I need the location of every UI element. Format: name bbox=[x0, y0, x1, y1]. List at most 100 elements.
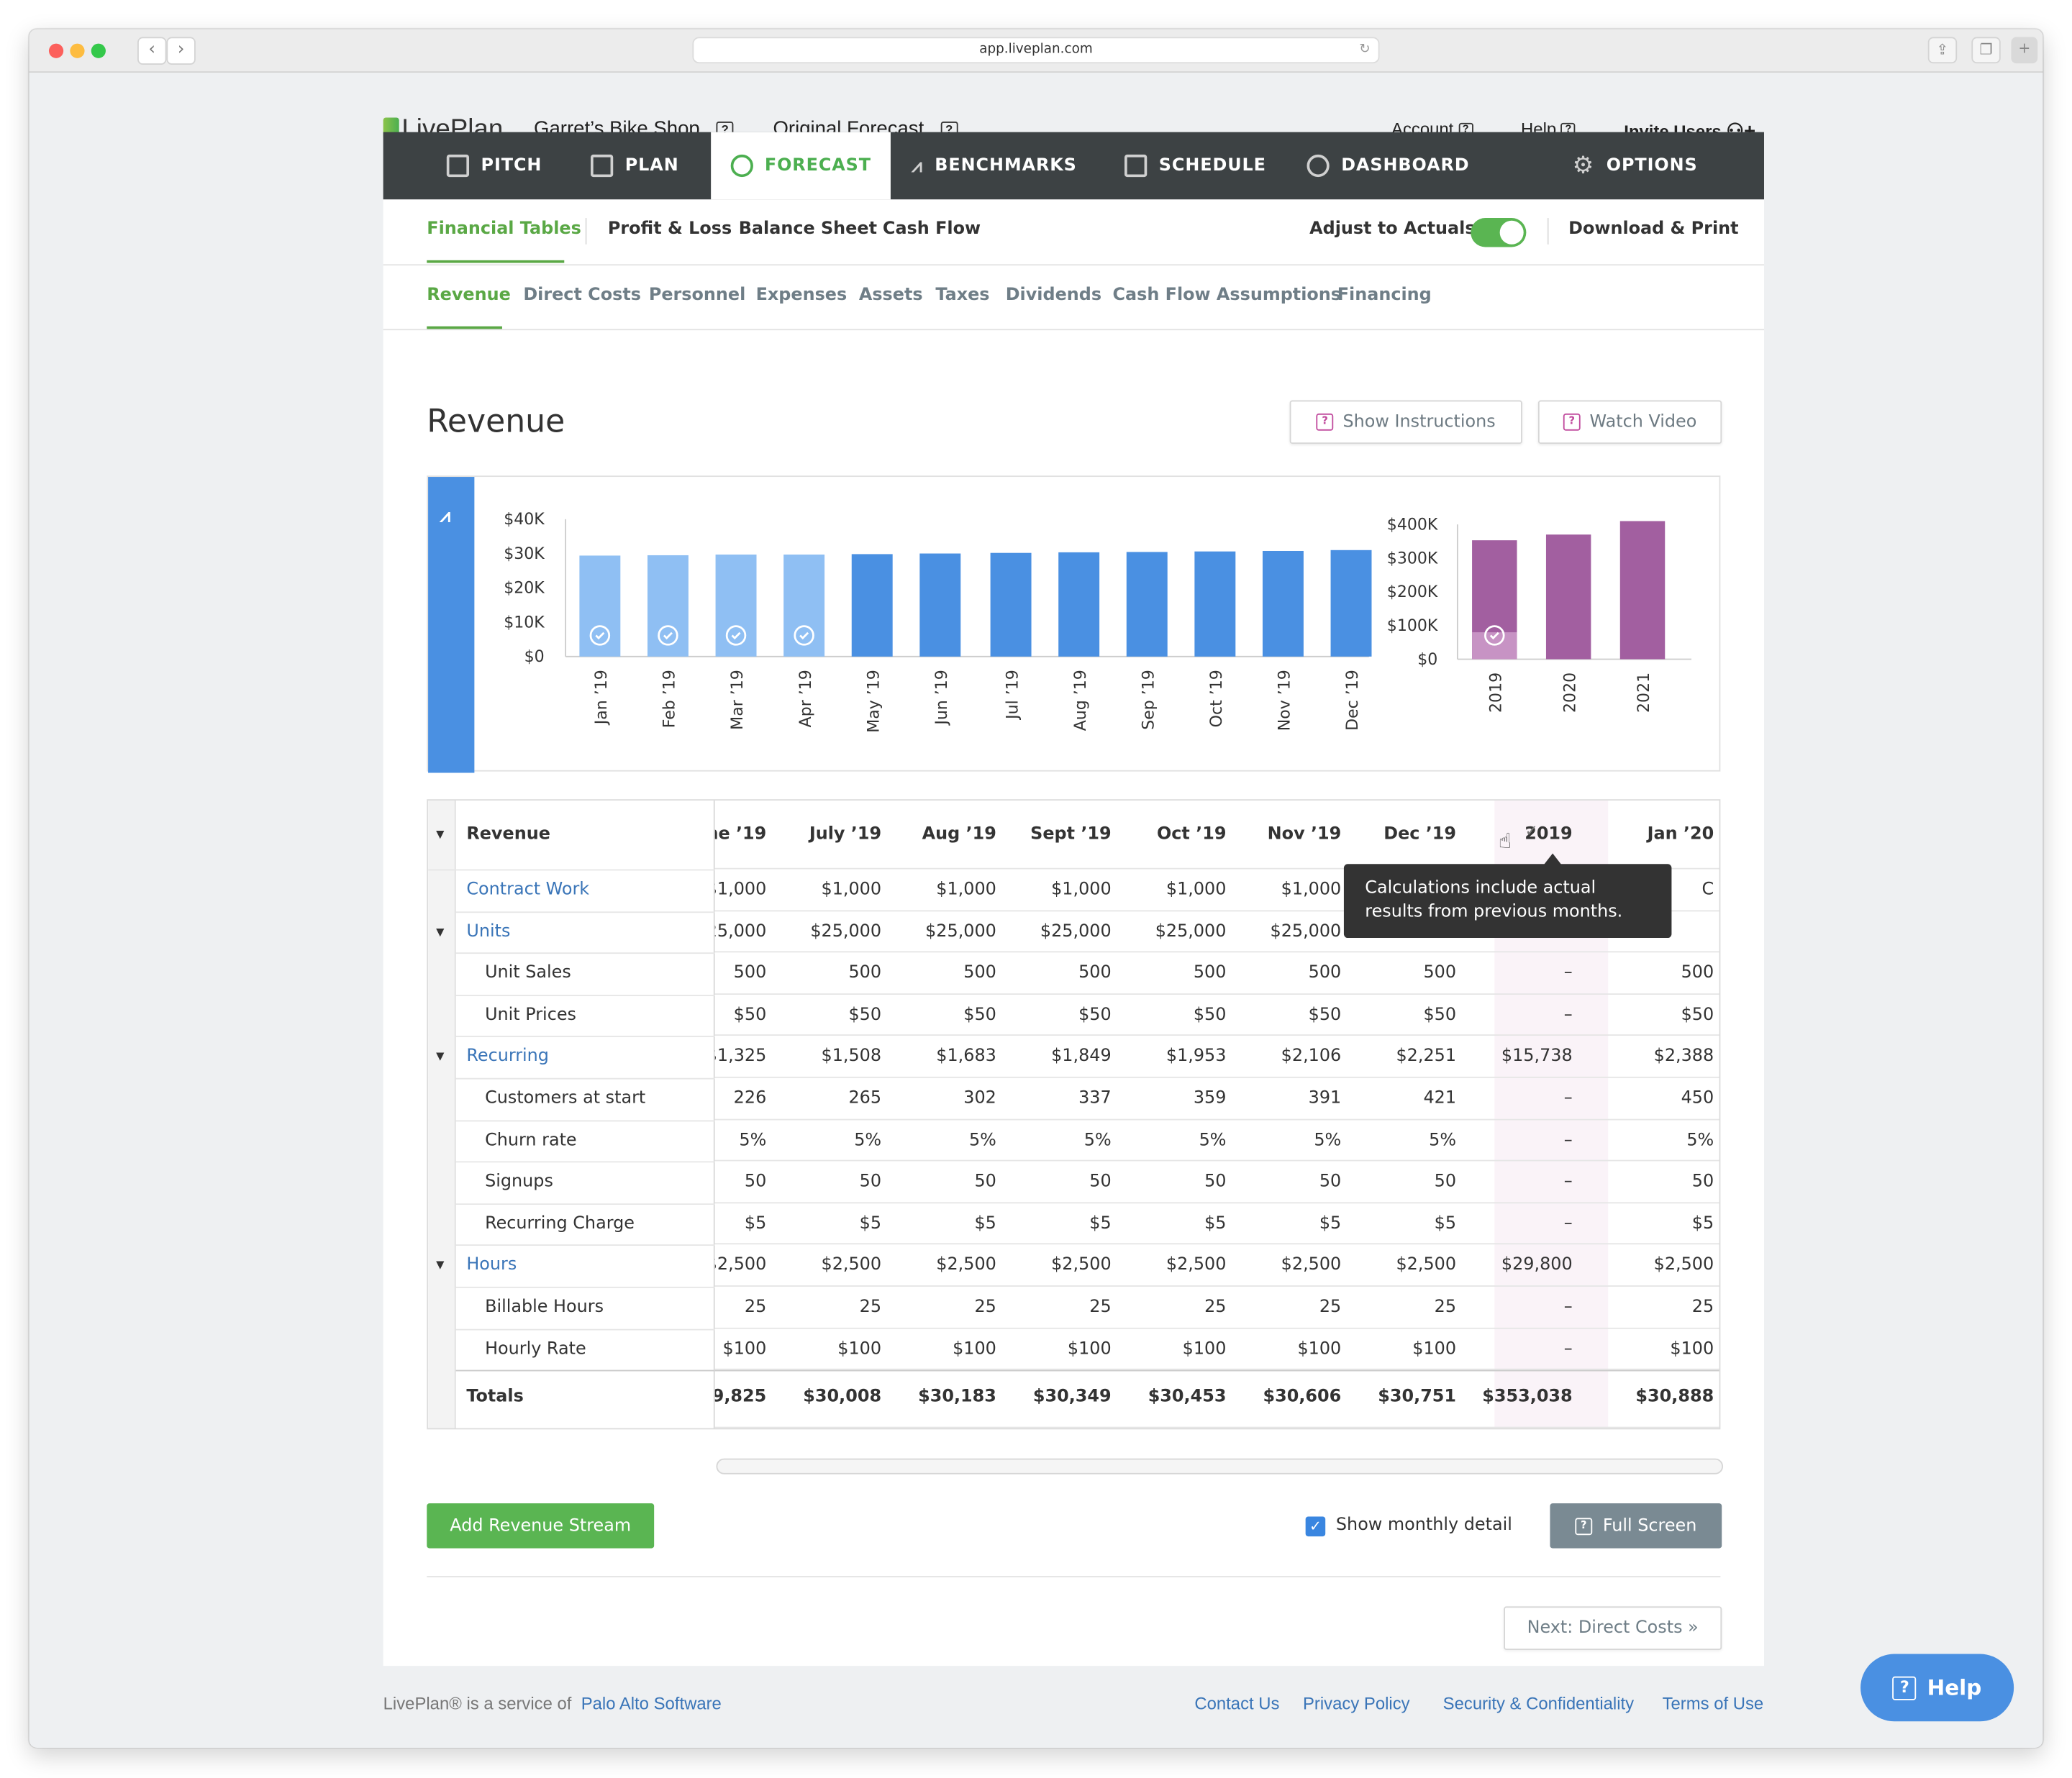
table-cell[interactable]: 500 bbox=[1423, 963, 1457, 983]
tab-cash-flow-assumptions[interactable]: Cash Flow Assumptions bbox=[1112, 285, 1342, 306]
table-cell[interactable]: 25 bbox=[1691, 1297, 1714, 1318]
table-cell[interactable]: 50 bbox=[744, 1172, 767, 1193]
table-cell[interactable]: $2,251 bbox=[1396, 1047, 1457, 1067]
table-cell[interactable]: $5 bbox=[1434, 1213, 1457, 1234]
table-cell[interactable]: $50 bbox=[848, 1005, 882, 1025]
table-cell[interactable]: – bbox=[1563, 1213, 1573, 1234]
next-direct-costs-button[interactable]: Next: Direct Costs » bbox=[1504, 1606, 1722, 1651]
table-cell[interactable]: $50 bbox=[733, 1005, 767, 1025]
table-cell[interactable]: – bbox=[1563, 1172, 1573, 1193]
table-cell[interactable]: 5% bbox=[968, 1130, 996, 1151]
table-cell[interactable]: 500 bbox=[1681, 963, 1714, 983]
table-cell[interactable]: 500 bbox=[733, 963, 767, 983]
table-cell[interactable]: 50 bbox=[1319, 1172, 1342, 1193]
zoom-window-icon[interactable] bbox=[91, 43, 106, 58]
adjust-to-actuals-toggle[interactable] bbox=[1471, 218, 1527, 247]
table-cell[interactable]: $2,388 bbox=[1653, 1047, 1714, 1067]
row-label[interactable]: Contract Work bbox=[466, 880, 590, 900]
table-cell[interactable]: $2,500 bbox=[821, 1255, 882, 1276]
table-cell[interactable]: $5 bbox=[974, 1213, 996, 1234]
table-cell[interactable]: – bbox=[1563, 1130, 1573, 1151]
table-cell[interactable]: 337 bbox=[1078, 1088, 1112, 1108]
show-monthly-detail-checkbox[interactable]: ✓ bbox=[1305, 1516, 1326, 1537]
table-cell[interactable]: $1,000 bbox=[821, 880, 882, 900]
table-cell[interactable]: $50 bbox=[1423, 1005, 1457, 1025]
table-cell[interactable]: 450 bbox=[1681, 1088, 1714, 1108]
table-cell[interactable]: 50 bbox=[974, 1172, 996, 1193]
table-cell[interactable]: 500 bbox=[848, 963, 882, 983]
subnav-balance-sheet[interactable]: Balance Sheet bbox=[738, 219, 877, 240]
tab-schedule[interactable]: SCHEDULE bbox=[1124, 132, 1266, 200]
table-cell[interactable]: $50 bbox=[1193, 1005, 1227, 1025]
table-cell[interactable]: 5% bbox=[739, 1130, 767, 1151]
terms-link[interactable]: Terms of Use bbox=[1662, 1693, 1764, 1714]
table-cell[interactable]: $5 bbox=[744, 1213, 767, 1234]
table-cell[interactable]: $15,738 bbox=[1501, 1047, 1573, 1067]
row-collapse-caret-icon[interactable]: ▼ bbox=[436, 925, 445, 938]
tab-assets[interactable]: Assets bbox=[858, 285, 923, 306]
table-cell[interactable]: $100 bbox=[1412, 1339, 1457, 1359]
close-window-icon[interactable] bbox=[48, 43, 64, 58]
download-print-link[interactable]: Download & Print bbox=[1568, 219, 1739, 240]
column-header[interactable]: Dec ’19 bbox=[1383, 824, 1457, 844]
tab-financing[interactable]: Financing bbox=[1337, 285, 1432, 306]
table-cell[interactable]: 25 bbox=[1319, 1297, 1342, 1318]
table-cell[interactable]: $1,000 bbox=[1166, 880, 1227, 900]
minimize-window-icon[interactable] bbox=[70, 43, 85, 58]
security-link[interactable]: Security & Confidentiality bbox=[1442, 1693, 1635, 1714]
reload-icon[interactable]: ↻ bbox=[1359, 42, 1371, 57]
table-cell[interactable]: $1,683 bbox=[936, 1047, 996, 1067]
table-cell[interactable]: – bbox=[1563, 1339, 1573, 1359]
table-cell[interactable]: 391 bbox=[1308, 1088, 1342, 1108]
table-cell[interactable]: 25 bbox=[974, 1297, 996, 1318]
table-cell[interactable]: $100 bbox=[1067, 1339, 1112, 1359]
table-cell[interactable]: 226 bbox=[733, 1088, 767, 1108]
table-cell[interactable]: $5 bbox=[1089, 1213, 1112, 1234]
table-cell[interactable]: 5% bbox=[1314, 1130, 1342, 1151]
tab-forecast[interactable]: FORECAST bbox=[711, 132, 891, 200]
table-cell[interactable]: $1,000 bbox=[1051, 880, 1112, 900]
forward-icon[interactable]: › bbox=[166, 37, 196, 65]
column-header[interactable]: 2019 bbox=[1525, 824, 1573, 844]
table-cell[interactable]: $2,500 bbox=[706, 1255, 767, 1276]
table-cell[interactable]: $5 bbox=[1691, 1213, 1714, 1234]
tab-plan[interactable]: PLAN bbox=[591, 132, 679, 200]
table-cell[interactable]: 500 bbox=[1078, 963, 1112, 983]
table-cell[interactable]: 421 bbox=[1423, 1088, 1457, 1108]
tab-personnel[interactable]: Personnel bbox=[648, 285, 746, 306]
table-cell[interactable]: $100 bbox=[722, 1339, 767, 1359]
table-cell[interactable]: 5% bbox=[1686, 1130, 1714, 1151]
table-cell[interactable]: – bbox=[1563, 1005, 1573, 1025]
table-cell[interactable]: 500 bbox=[1193, 963, 1227, 983]
table-cell[interactable]: $100 bbox=[1297, 1339, 1342, 1359]
column-header[interactable]: Oct ’19 bbox=[1156, 824, 1227, 844]
help-floating-button[interactable]: ? Help bbox=[1860, 1654, 2014, 1722]
table-cell[interactable]: $1,953 bbox=[1166, 1047, 1227, 1067]
table-cell[interactable]: $25,000 bbox=[1270, 921, 1342, 942]
new-tab-icon[interactable]: + bbox=[2011, 37, 2038, 64]
add-revenue-stream-button[interactable]: Add Revenue Stream bbox=[427, 1503, 655, 1549]
table-cell[interactable]: $100 bbox=[1670, 1339, 1714, 1359]
table-cell[interactable]: 25 bbox=[1434, 1297, 1457, 1318]
table-cell[interactable]: $1,325 bbox=[706, 1047, 767, 1067]
table-cell[interactable]: $5 bbox=[859, 1213, 882, 1234]
column-header[interactable]: July ’19 bbox=[809, 824, 882, 844]
table-cell[interactable]: $2,500 bbox=[1653, 1255, 1714, 1276]
table-cell[interactable]: 500 bbox=[1308, 963, 1342, 983]
subnav-cash-flow[interactable]: Cash Flow bbox=[882, 219, 981, 240]
tab-expenses[interactable]: Expenses bbox=[755, 285, 848, 306]
table-cell[interactable]: $100 bbox=[837, 1339, 882, 1359]
table-cell[interactable]: $29,800 bbox=[1501, 1255, 1573, 1276]
table-cell[interactable]: 50 bbox=[1434, 1172, 1457, 1193]
table-cell[interactable]: 25 bbox=[744, 1297, 767, 1318]
table-cell[interactable]: – bbox=[1563, 1088, 1573, 1108]
row-collapse-caret-icon[interactable]: ▼ bbox=[436, 1259, 445, 1272]
table-cell[interactable]: 50 bbox=[1691, 1172, 1714, 1193]
tab-options[interactable]: ⚙ OPTIONS bbox=[1573, 132, 1698, 200]
table-cell[interactable]: $25,000 bbox=[810, 921, 882, 942]
tab-dividends[interactable]: Dividends bbox=[1005, 285, 1102, 306]
table-cell[interactable]: 50 bbox=[1204, 1172, 1227, 1193]
table-cell[interactable]: 5% bbox=[1199, 1130, 1227, 1151]
table-cell[interactable]: $2,500 bbox=[1051, 1255, 1112, 1276]
tab-revenue[interactable]: Revenue bbox=[427, 286, 511, 329]
